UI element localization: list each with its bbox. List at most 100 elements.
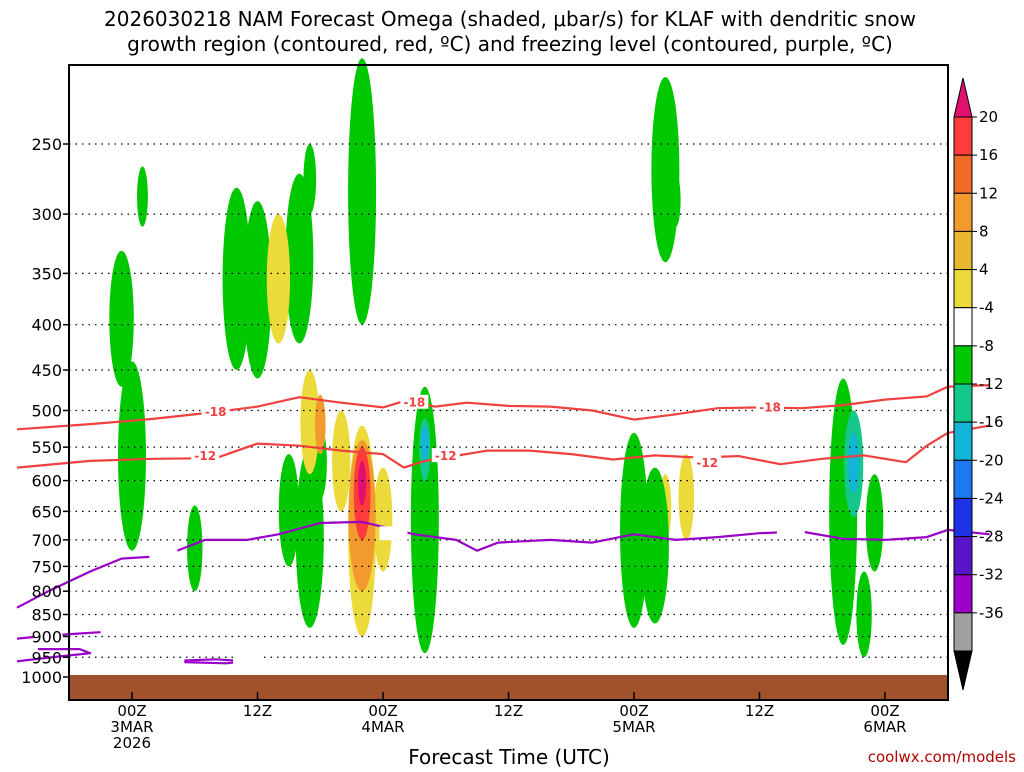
- x-tick-label-18-1: 12Z: [243, 702, 272, 720]
- freezing-label-1-bg: [149, 548, 178, 563]
- x-tick-label-78-1: 00Z: [870, 702, 899, 720]
- y-tick-label-1000: 1000: [21, 668, 62, 687]
- colorbar-label-12: -32: [979, 566, 1004, 584]
- omega-green-t: [865, 474, 884, 572]
- y-tick-label-900: 900: [31, 627, 62, 646]
- omega-cyan-b: [848, 432, 860, 494]
- dgz-bottom-label-2-bg: [431, 448, 460, 463]
- omega-green-l: [348, 58, 377, 325]
- dgz-bottom-label-3: -12: [696, 456, 718, 470]
- x-tick-label-30-1: 00Z: [368, 702, 397, 720]
- colorbar-label-3: 8: [979, 222, 989, 240]
- dgz-top-label-2: -18: [404, 396, 426, 410]
- colorbar-swatch-7: [953, 383, 973, 423]
- freezing-level-contour-low-1: [16, 631, 101, 640]
- omega-pink-a: [358, 460, 367, 506]
- y-tick-label-350: 350: [31, 264, 62, 283]
- colorbar-swatch-3: [953, 230, 973, 271]
- colorbar-swatch-1: [953, 154, 973, 194]
- y-tick-label-250: 250: [31, 135, 62, 154]
- y-tick-label-300: 300: [31, 205, 62, 224]
- omega-green-n: [620, 432, 648, 628]
- colorbar-label-10: -24: [979, 489, 1004, 507]
- contour-lines: -18 -18 -18 -12 -12 -12: [16, 384, 990, 669]
- colorbar-bottom-arrow: [953, 650, 973, 691]
- x-tick-label-30-2: 4MAR: [361, 718, 404, 736]
- freezing-label-3-bg: [776, 523, 805, 538]
- axes: 250 300 350 400 450 500 550 600 650 700 750 800 850 9…: [21, 64, 949, 752]
- x-tick-label-6-1: 00Z: [117, 702, 146, 720]
- dgz-bottom-label-3-bg: [693, 454, 722, 469]
- x-tick-label-6-3: 2026: [113, 734, 151, 752]
- omega-green-s: [856, 571, 872, 658]
- colorbar-swatch-6: [953, 345, 973, 385]
- chart-title-line2: growth region (contoured, red, ºC) and f…: [127, 32, 893, 56]
- x-tick-label-42-1: 12Z: [494, 702, 523, 720]
- dgz-bottom-label-1-bg: [191, 448, 220, 463]
- dgz-top-contour: [16, 384, 990, 431]
- omega-green-c: [137, 166, 148, 227]
- y-tick-label-500: 500: [31, 402, 62, 421]
- colorbar-swatch-11: [953, 536, 973, 576]
- omega-green-o: [640, 467, 669, 624]
- x-tick-label-54-2: 5MAR: [612, 718, 655, 736]
- omega-green-e: [222, 187, 251, 370]
- omega-orange-a: [314, 394, 326, 455]
- omega-green-q: [671, 173, 681, 227]
- y-tick-label-400: 400: [31, 316, 62, 335]
- omega-green-g: [285, 173, 314, 344]
- freezing-label-4-bg: [34, 631, 63, 646]
- dgz-top-label-3: -18: [759, 400, 781, 414]
- colorbar: 20 16 12 8 4 -4 -8 -12 -16 -20 -24 -28 -32 -36: [953, 77, 1004, 691]
- omega-green-h: [278, 454, 299, 567]
- colorbar-label-6: -8: [979, 337, 994, 355]
- colorbar-label-7: -12: [979, 375, 1004, 393]
- freezing-label-5-bg: [233, 654, 262, 669]
- x-tick-label-54-1: 00Z: [619, 702, 648, 720]
- omega-green-i: [303, 144, 317, 215]
- freezing-level-contour-low-2: [16, 648, 92, 663]
- colorbar-swatch-13: [953, 612, 973, 652]
- y-tick-label-450: 450: [31, 361, 62, 380]
- colorbar-label-0: 20: [979, 108, 998, 126]
- dgz-top-label-1-bg: [201, 404, 230, 419]
- colorbar-top-arrow: [953, 77, 973, 118]
- colorbar-swatch-9: [953, 459, 973, 499]
- colorbar-swatch-4: [953, 269, 973, 309]
- omega-yellow-b: [332, 410, 351, 512]
- plot-area: [69, 65, 948, 700]
- dgz-bottom-label-1: -12: [194, 449, 216, 463]
- colorbar-label-4: 4: [979, 261, 989, 279]
- colorbar-swatch-5: [953, 307, 973, 347]
- colorbar-label-5: -4: [979, 299, 994, 317]
- omega-green-a: [109, 250, 134, 387]
- y-tick-label-850: 850: [31, 606, 62, 625]
- omega-yellow-g: [678, 454, 695, 540]
- colorbar-swatch-12: [953, 574, 973, 614]
- dgz-bottom-contour: [16, 424, 990, 469]
- colorbar-label-1: 16: [979, 146, 998, 164]
- credit-text: coolwx.com/models: [868, 748, 1016, 766]
- omega-green-f: [243, 201, 272, 379]
- x-tick-label-6-2: 3MAR: [110, 718, 153, 736]
- colorbar-label-8: -16: [979, 413, 1004, 431]
- x-tick-label-66-1: 12Z: [745, 702, 774, 720]
- colorbar-swatch-10: [953, 497, 973, 538]
- y-tick-label-950: 950: [31, 648, 62, 667]
- dgz-top-label-1: -18: [205, 405, 227, 419]
- omega-shading: [109, 58, 884, 658]
- colorbar-label-13: -36: [979, 604, 1004, 622]
- y-tick-label-650: 650: [31, 502, 62, 521]
- omega-green-d: [187, 505, 203, 592]
- dgz-top-label-2-bg: [400, 394, 429, 409]
- omega-yellow-e: [266, 214, 291, 344]
- freezing-label-2-bg: [379, 526, 408, 541]
- plot-background: [69, 65, 948, 700]
- colorbar-swatch-0: [953, 116, 973, 156]
- dgz-top-label-3-bg: [755, 399, 784, 414]
- omega-cyan-a: [420, 425, 429, 461]
- y-tick-label-700: 700: [31, 531, 62, 550]
- colorbar-label-2: 12: [979, 184, 998, 202]
- x-axis-label: Forecast Time (UTC): [408, 745, 610, 768]
